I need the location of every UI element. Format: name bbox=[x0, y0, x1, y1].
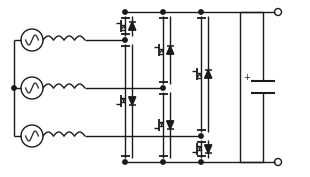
Polygon shape bbox=[129, 97, 136, 105]
Polygon shape bbox=[129, 22, 136, 30]
Circle shape bbox=[161, 86, 165, 90]
Circle shape bbox=[199, 160, 203, 164]
Polygon shape bbox=[166, 121, 174, 129]
Polygon shape bbox=[205, 145, 212, 153]
Polygon shape bbox=[166, 46, 174, 54]
Circle shape bbox=[123, 10, 127, 14]
Polygon shape bbox=[205, 70, 212, 78]
Circle shape bbox=[199, 134, 203, 138]
Circle shape bbox=[199, 10, 203, 14]
Text: +: + bbox=[244, 73, 250, 82]
Circle shape bbox=[161, 160, 165, 164]
Circle shape bbox=[123, 38, 127, 42]
Circle shape bbox=[123, 160, 127, 164]
Circle shape bbox=[161, 10, 165, 14]
Circle shape bbox=[12, 86, 16, 90]
